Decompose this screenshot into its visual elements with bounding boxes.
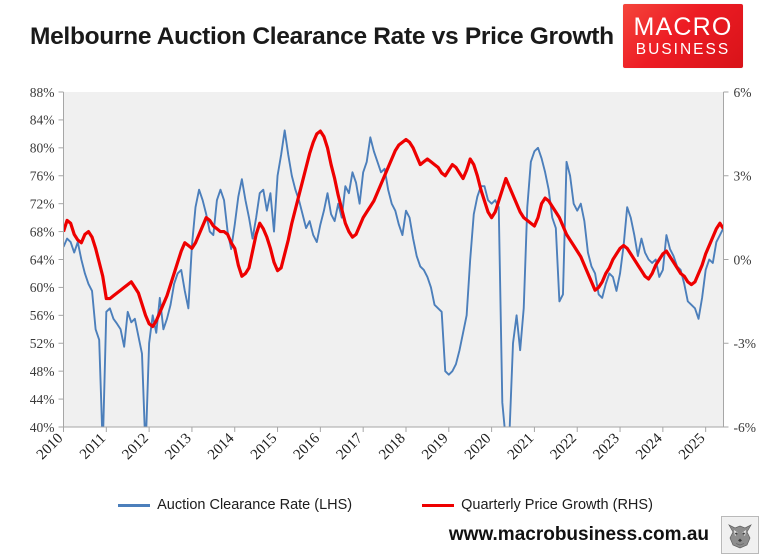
y-left-tick-label: 84% [30, 113, 55, 128]
y-right-tick-label: 0% [734, 252, 752, 267]
y-left-tick-label: 88% [30, 85, 55, 100]
y-left-tick-label: 72% [30, 196, 55, 211]
wolf-head-icon [721, 516, 759, 554]
x-tick-label: 2011 [77, 431, 109, 463]
x-tick-label: 2017 [333, 430, 366, 463]
y-left-tick-label: 48% [30, 364, 55, 379]
line-swatch-red-icon [422, 503, 455, 507]
x-tick-label: 2020 [462, 431, 495, 464]
x-tick-label: 2010 [34, 431, 67, 464]
y-left-tick-label: 40% [30, 420, 55, 435]
logo-text-macro: MACRO [633, 12, 733, 41]
y-left-tick-label: 64% [30, 252, 55, 267]
data-series-group [63, 129, 724, 427]
x-tick-label: 2015 [248, 431, 281, 464]
wolf-head-glyph [723, 518, 757, 552]
y-left-tick-label: 68% [30, 224, 55, 239]
macrobusiness-logo: MACRO BUSINESS [623, 4, 743, 68]
y-left-tick-label: 52% [30, 336, 55, 351]
x-tick-label: 2025 [676, 431, 709, 464]
y-right-tick-label: 6% [734, 85, 752, 100]
x-tick-label: 2024 [633, 430, 666, 463]
x-tick-label: 2023 [590, 431, 623, 464]
x-tick-label: 2014 [205, 430, 238, 463]
legend-item-price-growth: Quarterly Price Growth (RHS) [422, 497, 653, 513]
page-title: Melbourne Auction Clearance Rate vs Pric… [30, 23, 614, 50]
y-left-tick-label: 76% [30, 169, 55, 184]
plot-background-group [63, 92, 724, 427]
y-left-tick-label: 80% [30, 141, 55, 156]
y-right-tick-label: -6% [734, 420, 757, 435]
series-line-price-growth [63, 129, 724, 329]
plot-background [63, 92, 724, 427]
legend-label-clearance-rate: Auction Clearance Rate (LHS) [157, 497, 353, 513]
chart-canvas: 40%44%48%52%56%60%64%68%72%76%80%84%88% … [30, 85, 757, 464]
y-left-tick-label: 56% [30, 308, 55, 323]
x-tick-label: 2022 [548, 431, 581, 464]
x-tick-label: 2012 [119, 431, 152, 464]
y-right-tick-label: -3% [734, 336, 757, 351]
x-tick-label: 2018 [376, 431, 409, 464]
x-tick-label: 2021 [505, 431, 538, 464]
logo-text-business: BUSINESS [635, 40, 731, 58]
x-tick-label: 2013 [162, 431, 195, 464]
legend-label-price-growth: Quarterly Price Growth (RHS) [461, 497, 653, 513]
x-tick-group: 2010 2011 2012 2013 2014 2015 2016 2017 2018 2019… [34, 427, 709, 464]
y-left-tick-label: 44% [30, 392, 55, 407]
x-tick-label: 2019 [419, 431, 452, 464]
website-url[interactable]: www.macrobusiness.com.au [448, 524, 709, 545]
y-right-tick-group: -6% -3% 0% 3% 6% [723, 85, 757, 435]
axis-frame-group [63, 92, 724, 428]
chart-legend: Auction Clearance Rate (LHS) Quarterly P… [0, 492, 771, 518]
series-line-clearance-rate [63, 129, 724, 427]
legend-item-clearance-rate: Auction Clearance Rate (LHS) [118, 497, 352, 513]
y-left-tick-label: 60% [30, 280, 55, 295]
y-right-tick-label: 3% [734, 169, 752, 184]
line-swatch-blue-icon [118, 503, 151, 507]
x-tick-label: 2016 [291, 430, 324, 463]
y-left-tick-group: 40% 44% 48% 52% 56% 60% 64% 68% 72% 76% 80% 84% 88% [30, 85, 64, 435]
chart-plot-area: 40% 44% 48% 52% 56% 60% 64% 68% 72% 76% 80% 84% 88% … [30, 85, 757, 464]
